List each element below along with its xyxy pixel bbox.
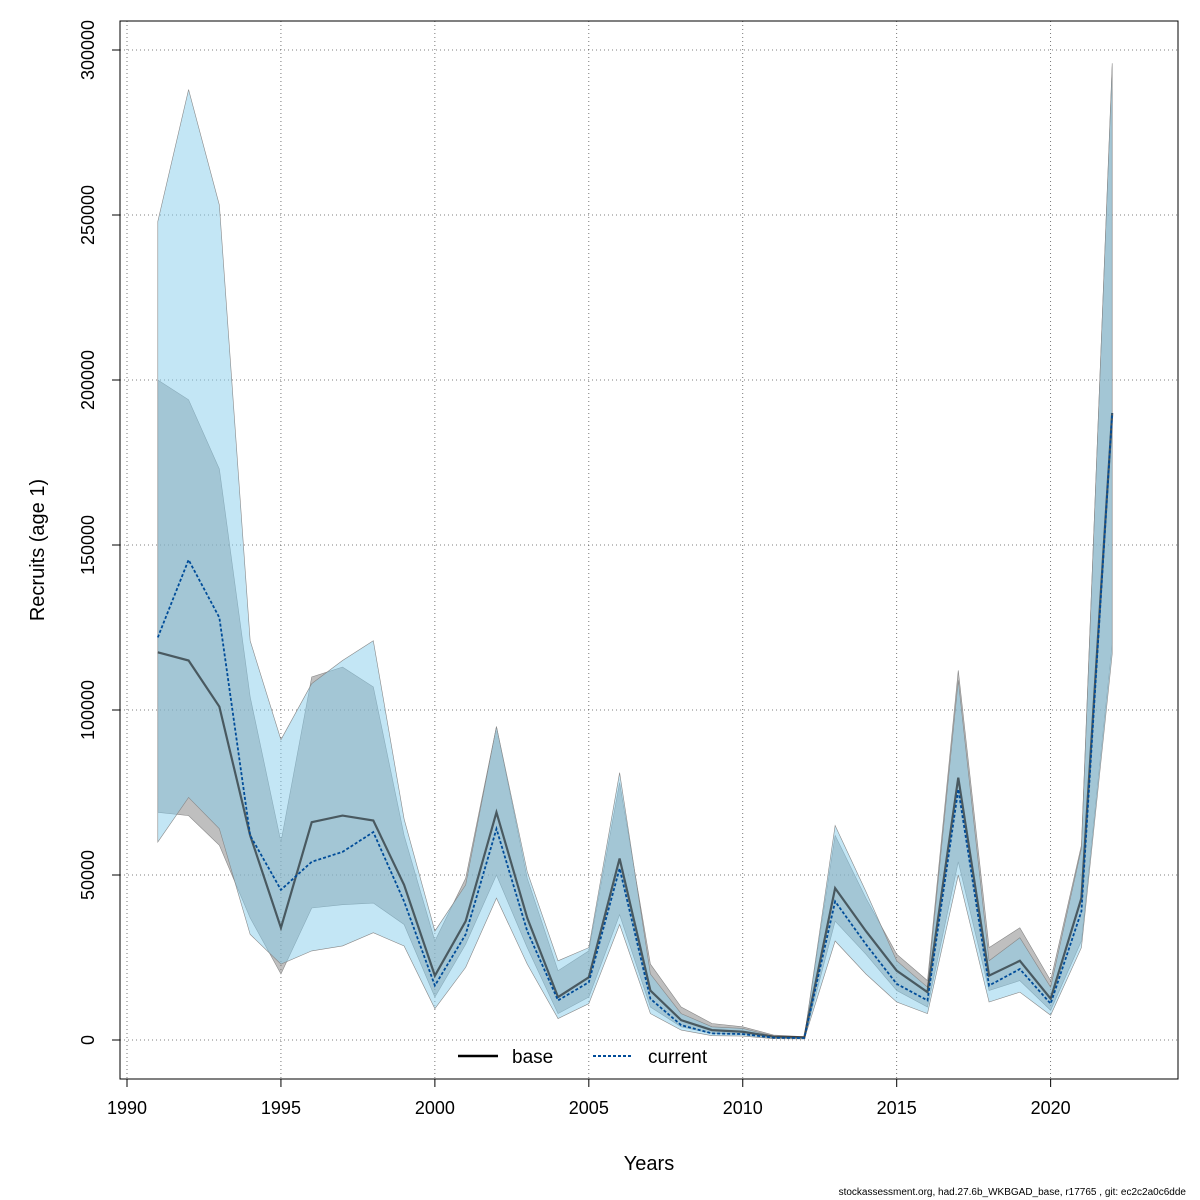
legend: base current bbox=[458, 1047, 708, 1068]
y-tick-label: 0 bbox=[78, 1035, 98, 1045]
confidence-bands bbox=[157, 63, 1113, 1040]
legend-label-current: current bbox=[648, 1047, 708, 1068]
y-axis: 0 50000 100000 150000 200000 250000 300000 bbox=[78, 20, 121, 1045]
series-line-current bbox=[156, 412, 1114, 1039]
y-axis-title: Recruits (age 1) bbox=[27, 479, 49, 621]
x-tick-label: 2020 bbox=[1031, 1098, 1071, 1118]
y-tick-label: 100000 bbox=[78, 680, 98, 740]
x-axis-title: Years bbox=[624, 1153, 674, 1175]
y-tick-label: 300000 bbox=[78, 20, 98, 80]
y-tick-label: 50000 bbox=[78, 850, 98, 900]
legend-label-base: base bbox=[512, 1047, 553, 1068]
x-tick-label: 1990 bbox=[107, 1098, 147, 1118]
y-tick-label: 250000 bbox=[78, 185, 98, 245]
series-line-base bbox=[157, 412, 1114, 1039]
x-tick-label: 2015 bbox=[877, 1098, 917, 1118]
x-tick-label: 1995 bbox=[261, 1098, 301, 1118]
x-tick-label: 2000 bbox=[415, 1098, 455, 1118]
confidence-band-current bbox=[157, 63, 1113, 1040]
x-tick-label: 2010 bbox=[723, 1098, 763, 1118]
footer-caption: stockassessment.org, had.27.6b_WKBGAD_ba… bbox=[838, 1187, 1186, 1198]
x-axis: 1990 1995 2000 2005 2010 2015 2020 bbox=[107, 1078, 1143, 1118]
x-tick-label: 2005 bbox=[569, 1098, 609, 1118]
y-tick-label: 150000 bbox=[78, 515, 98, 575]
series-lines bbox=[156, 412, 1114, 1039]
y-tick-label: 200000 bbox=[78, 350, 98, 410]
